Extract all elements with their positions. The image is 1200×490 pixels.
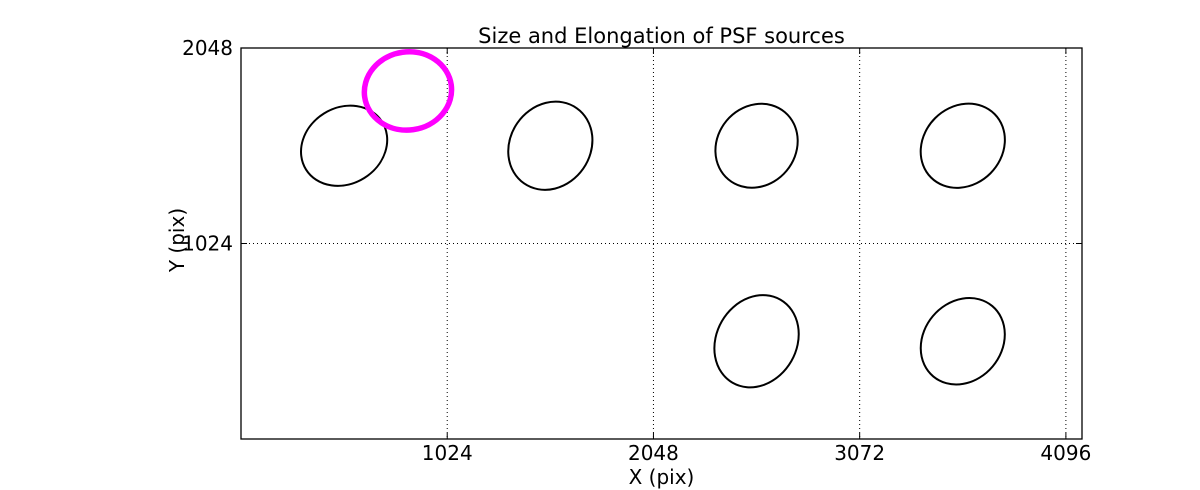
psf-ellipse bbox=[507, 100, 594, 191]
psf-ellipse bbox=[919, 297, 1006, 386]
y-tick-label: 1024 bbox=[182, 232, 233, 256]
x-tick-label: 3072 bbox=[834, 441, 885, 465]
reference-ellipse bbox=[361, 49, 455, 133]
x-tick-label: 4096 bbox=[1040, 441, 1091, 465]
y-tick-label: 2048 bbox=[182, 36, 233, 60]
psf-ellipse bbox=[919, 102, 1006, 189]
chart-title: Size and Elongation of PSF sources bbox=[478, 24, 845, 48]
x-tick-label: 1024 bbox=[422, 441, 473, 465]
psf-ellipse bbox=[300, 104, 389, 187]
x-axis-label: X (pix) bbox=[628, 465, 695, 489]
x-tick-label: 2048 bbox=[628, 441, 679, 465]
psf-ellipse bbox=[713, 294, 800, 389]
psf-ellipse bbox=[714, 102, 799, 189]
